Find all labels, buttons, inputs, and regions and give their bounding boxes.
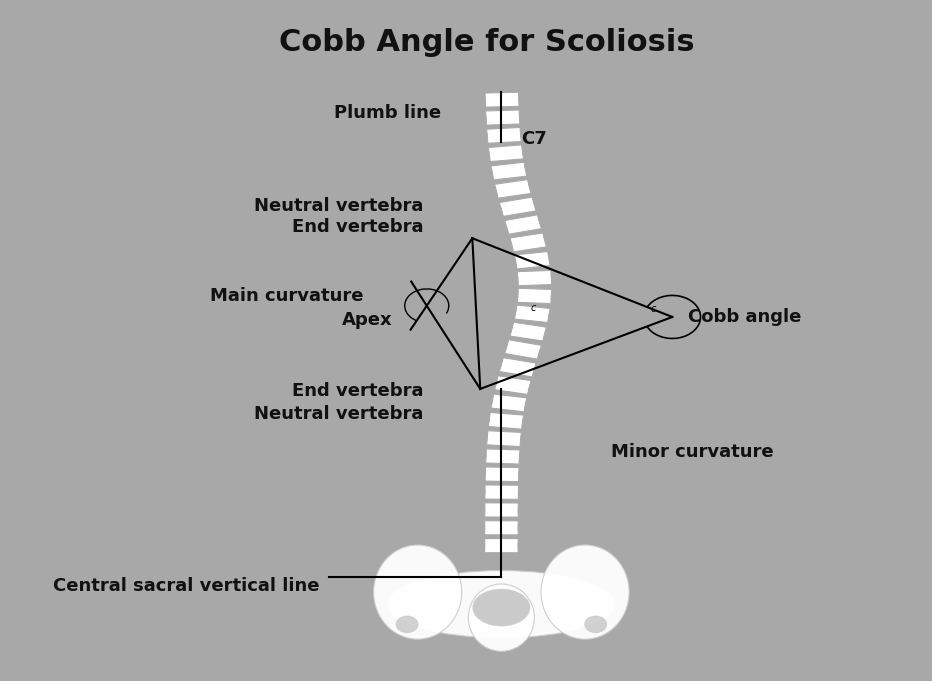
Polygon shape: [488, 145, 524, 161]
Polygon shape: [485, 92, 519, 107]
Polygon shape: [486, 467, 519, 481]
Polygon shape: [491, 394, 527, 412]
Ellipse shape: [374, 545, 461, 639]
Polygon shape: [487, 127, 521, 143]
Ellipse shape: [469, 584, 534, 651]
Polygon shape: [517, 270, 552, 286]
Text: Neutral vertebra: Neutral vertebra: [254, 197, 424, 215]
Polygon shape: [485, 539, 518, 553]
Polygon shape: [510, 233, 546, 252]
Polygon shape: [485, 521, 518, 535]
Text: Apex: Apex: [341, 311, 392, 330]
Polygon shape: [500, 358, 536, 377]
Polygon shape: [514, 251, 550, 269]
Text: Cobb angle: Cobb angle: [688, 308, 802, 326]
Polygon shape: [491, 162, 527, 180]
Polygon shape: [486, 110, 520, 125]
Text: c: c: [651, 304, 655, 314]
Polygon shape: [485, 503, 518, 517]
Polygon shape: [488, 413, 524, 429]
Text: Plumb line: Plumb line: [335, 104, 442, 122]
Polygon shape: [505, 340, 541, 359]
Polygon shape: [486, 449, 520, 464]
Text: Central sacral vertical line: Central sacral vertical line: [53, 577, 320, 595]
Text: Main curvature: Main curvature: [211, 287, 363, 305]
Ellipse shape: [396, 616, 418, 633]
Polygon shape: [495, 180, 531, 198]
Polygon shape: [495, 376, 531, 394]
Polygon shape: [517, 288, 552, 304]
Ellipse shape: [584, 616, 607, 633]
Ellipse shape: [541, 545, 629, 639]
Polygon shape: [487, 430, 521, 447]
Polygon shape: [514, 305, 550, 323]
Text: Neutral vertebra: Neutral vertebra: [254, 405, 424, 424]
Polygon shape: [500, 197, 536, 217]
Text: C7: C7: [521, 129, 546, 148]
Text: Cobb Angle for Scoliosis: Cobb Angle for Scoliosis: [280, 28, 695, 57]
Text: End vertebra: End vertebra: [293, 382, 424, 400]
Ellipse shape: [473, 589, 530, 626]
Polygon shape: [510, 322, 546, 341]
Polygon shape: [485, 485, 518, 499]
Text: Minor curvature: Minor curvature: [610, 443, 774, 461]
Ellipse shape: [387, 571, 616, 638]
Text: End vertebra: End vertebra: [293, 219, 424, 236]
Text: c: c: [530, 303, 536, 313]
Polygon shape: [505, 215, 541, 234]
